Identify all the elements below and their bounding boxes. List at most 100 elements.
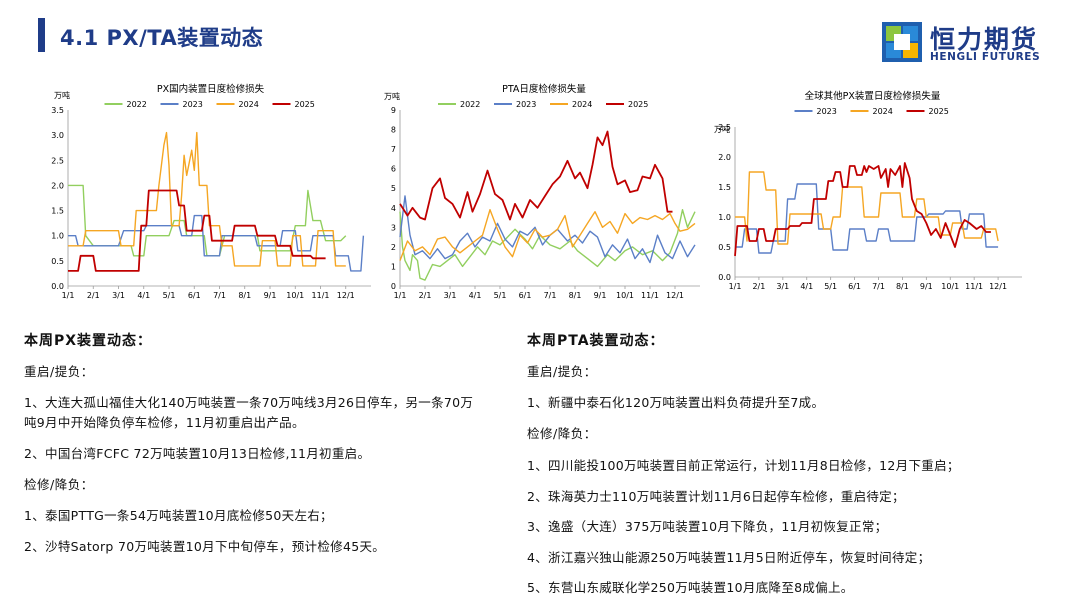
y-tick-label: 1.5	[718, 183, 731, 192]
chart-global-px: 全球其他PX装置日度检修损失量 万吨 2023 2024 2025 0.0 0.5 1.0 1.…	[710, 82, 1035, 304]
px-restart-item: 吨9月中开始降负停车检修，11月初重启出产品。	[24, 415, 305, 430]
x-tick-label: 4/1	[469, 291, 482, 300]
x-tick-label: 11/1	[312, 291, 330, 300]
series-line-2025	[68, 189, 326, 272]
logo-mark-icon	[882, 22, 922, 62]
legend-label: 2022	[127, 100, 147, 109]
x-tick-label: 9/1	[264, 291, 277, 300]
x-tick-label: 8/1	[238, 291, 251, 300]
y-tick-label: 2.0	[718, 153, 731, 162]
x-tick-label: 8/1	[896, 282, 909, 291]
legend-item: 2022	[104, 100, 147, 109]
legend-item: 2023	[160, 100, 203, 109]
y-tick-label: 6	[391, 165, 396, 174]
y-tick-label: 3	[391, 223, 396, 232]
y-tick-label: 2	[391, 243, 396, 252]
legend-label: 2025	[295, 100, 315, 109]
y-tick-label: 1.0	[718, 213, 731, 222]
x-tick-label: 8/1	[569, 291, 582, 300]
series-line-2022	[399, 209, 696, 281]
y-tick-label: 0.5	[51, 257, 64, 266]
company-logo: 恒力期货 HENGLI FUTURES	[882, 20, 1052, 66]
y-unit-label: 万吨	[384, 91, 400, 101]
series-line-2024	[68, 131, 346, 267]
y-tick-label: 1.5	[51, 207, 64, 216]
x-tick-label: 10/1	[286, 291, 304, 300]
x-tick-label: 5/1	[494, 291, 507, 300]
pta-maint-item: 5、东营山东威联化学250万吨装置10月底降至8成偏上。	[527, 580, 854, 595]
pta-maint-item: 1、四川能投100万吨装置目前正常运行，计划11月8日检修，12月下重启；	[527, 458, 960, 473]
series-line-2024	[735, 171, 999, 245]
legend-item: 2025	[272, 100, 315, 109]
legend-item: 2025	[606, 100, 648, 109]
legend-item: 2023	[794, 107, 837, 116]
x-tick-label: 6/1	[848, 282, 861, 291]
series-line-2024	[399, 209, 696, 261]
y-unit-label: 万吨	[714, 124, 730, 134]
x-tick-label: 6/1	[188, 291, 201, 300]
series-line-2025	[734, 162, 991, 257]
px-restart-item: 1、大连大孤山福佳大化140万吨装置一条70万吨线3月26日停车，另一条70万	[24, 395, 474, 410]
y-tick-label: 1	[391, 262, 396, 271]
pta-maint-item: 3、逸盛（大连）375万吨装置10月下降负，11月初恢复正常；	[527, 519, 888, 534]
x-tick-label: 3/1	[776, 282, 789, 291]
y-unit-label: 万吨	[54, 90, 70, 100]
pta-maint-item: 4、浙江嘉兴独山能源250万吨装置11月5日附近停车，恢复时间待定；	[527, 550, 931, 565]
y-tick-label: 9	[391, 106, 396, 115]
x-tick-label: 2/1	[752, 282, 765, 291]
px-maint-item: 2、沙特Satorp 70万吨装置10月下中旬停车，预计检修45天。	[24, 539, 386, 554]
x-tick-label: 12/1	[337, 291, 355, 300]
legend-item: 2023	[494, 100, 536, 109]
y-tick-label: 3.5	[51, 106, 64, 115]
y-tick-label: 3.0	[51, 131, 64, 140]
chart-px-domestic: PX国内装置日度检修损失万吨 2022 2023 2024 2025 0.0 0.5 1.0 1…	[38, 82, 383, 304]
legend-label: 2025	[628, 100, 648, 109]
page-title: 4.1 PX/TA装置动态	[60, 26, 264, 50]
y-tick-label: 7	[391, 145, 396, 154]
legend-label: 2024	[239, 100, 259, 109]
legend-label: 2023	[516, 100, 536, 109]
x-tick-label: 3/1	[112, 291, 125, 300]
x-tick-label: 5/1	[163, 291, 176, 300]
pta-restart-item: 1、新疆中泰石化120万吨装置出料负荷提升至7成。	[527, 395, 825, 410]
logo-text-en: HENGLI FUTURES	[930, 51, 1041, 63]
x-tick-label: 3/1	[444, 291, 457, 300]
legend-item: 2024	[550, 100, 592, 109]
x-tick-label: 4/1	[137, 291, 150, 300]
title-accent-bar	[38, 18, 45, 52]
y-tick-label: 2.0	[51, 181, 64, 190]
chart-title: PX国内装置日度检修损失	[157, 83, 265, 95]
y-tick-label: 0.0	[51, 282, 64, 291]
x-tick-label: 1/1	[394, 291, 407, 300]
y-tick-label: 1.0	[51, 232, 64, 241]
y-tick-label: 8	[391, 126, 396, 135]
px-section-title: 本周PX装置动态：	[24, 333, 153, 349]
y-tick-label: 2.5	[51, 156, 64, 165]
x-tick-label: 7/1	[213, 291, 226, 300]
x-tick-label: 7/1	[544, 291, 557, 300]
x-tick-label: 2/1	[87, 291, 100, 300]
legend-label: 2022	[460, 100, 480, 109]
x-tick-label: 10/1	[941, 282, 959, 291]
y-tick-label: 2.5	[718, 123, 731, 132]
logo-text-cn: 恒力期货	[930, 25, 1039, 54]
px-restart-item: 2、中国台湾FCFC 72万吨装置10月13日检修,11月初重启。	[24, 446, 371, 461]
x-tick-label: 6/1	[519, 291, 532, 300]
pta-section-title: 本周PTA装置动态：	[527, 333, 665, 349]
chart-title: PTA日度检修损失量	[502, 83, 586, 95]
series-line-2023	[399, 195, 696, 264]
x-tick-label: 11/1	[965, 282, 983, 291]
x-tick-label: 1/1	[729, 282, 742, 291]
x-tick-label: 12/1	[989, 282, 1007, 291]
x-tick-label: 12/1	[666, 291, 684, 300]
y-tick-label: 4	[391, 204, 396, 213]
legend-label: 2024	[572, 100, 592, 109]
x-tick-label: 5/1	[824, 282, 837, 291]
x-tick-label: 4/1	[800, 282, 813, 291]
px-restart-label: 重启/提负：	[24, 364, 94, 379]
x-tick-label: 2/1	[419, 291, 432, 300]
x-tick-label: 11/1	[641, 291, 659, 300]
legend-label: 2024	[873, 107, 893, 116]
x-tick-label: 9/1	[594, 291, 607, 300]
chart-title: 全球其他PX装置日度检修损失量	[805, 90, 941, 102]
